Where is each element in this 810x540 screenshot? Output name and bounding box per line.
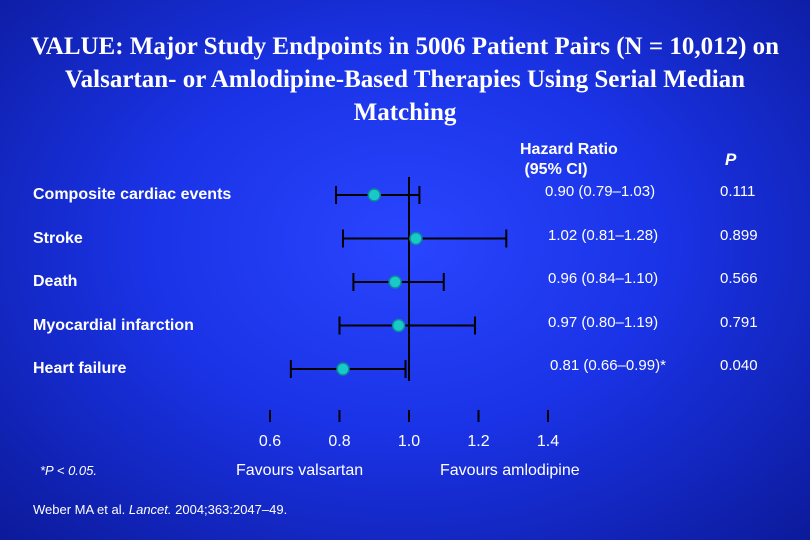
p-value: 0.566 [720,270,758,287]
hazard-ratio-point [367,188,381,202]
p-value: 0.111 [720,183,756,200]
p-value: 0.791 [720,313,758,331]
endpoint-label: Composite cardiac events [33,186,232,203]
endpoint-label: Death [33,273,78,290]
p-value-header: P [725,150,737,169]
citation-details: 2004;363:2047–49. [171,502,288,517]
hazard-ratio-ci: 0.81 (0.66–0.99)* [550,357,666,374]
endpoint-label: Heart failure [33,360,127,377]
citation-journal: Lancet. [128,502,172,517]
favours-amlodipine-label: Favours amlodipine [440,462,580,479]
citation-authors: Weber MA et al. [33,502,129,517]
favours-valsartan-label: Favours valsartan [236,462,364,479]
x-tick-label: 0.6 [258,433,282,450]
p-value: 0.899 [720,226,758,244]
x-tick-label: 0.8 [328,433,351,450]
footnote: *P < 0.05. [40,463,97,478]
p-value: 0.040 [720,357,758,374]
endpoint-label: Myocardial infarction [33,316,194,334]
hazard-ratio-ci: 0.96 (0.84–1.10) [548,270,659,287]
hazard-ratio-ci: 0.90 (0.79–1.03) [545,183,656,200]
hazard-ratio-header: Hazard Ratio (95% CI) [520,141,618,178]
citation: Weber MA et al. Lancet. 2004;363:2047–49… [33,502,287,517]
hazard-ratio-point [388,275,402,289]
hazard-ratio-point [409,231,423,246]
hazard-ratio-point [336,362,350,376]
x-tick-label: 1.4 [536,433,560,450]
hazard-ratio-point [391,318,406,333]
x-tick-label: 1.2 [467,433,490,450]
hazard-ratio-ci: 0.97 (0.80–1.19) [548,313,659,331]
x-tick-label: 1.0 [397,433,421,450]
endpoint-label: Stroke [33,229,83,247]
slide-title: VALUE: Major Study Endpoints in 5006 Pat… [30,33,780,126]
hazard-ratio-ci: 1.02 (0.81–1.28) [548,226,659,244]
